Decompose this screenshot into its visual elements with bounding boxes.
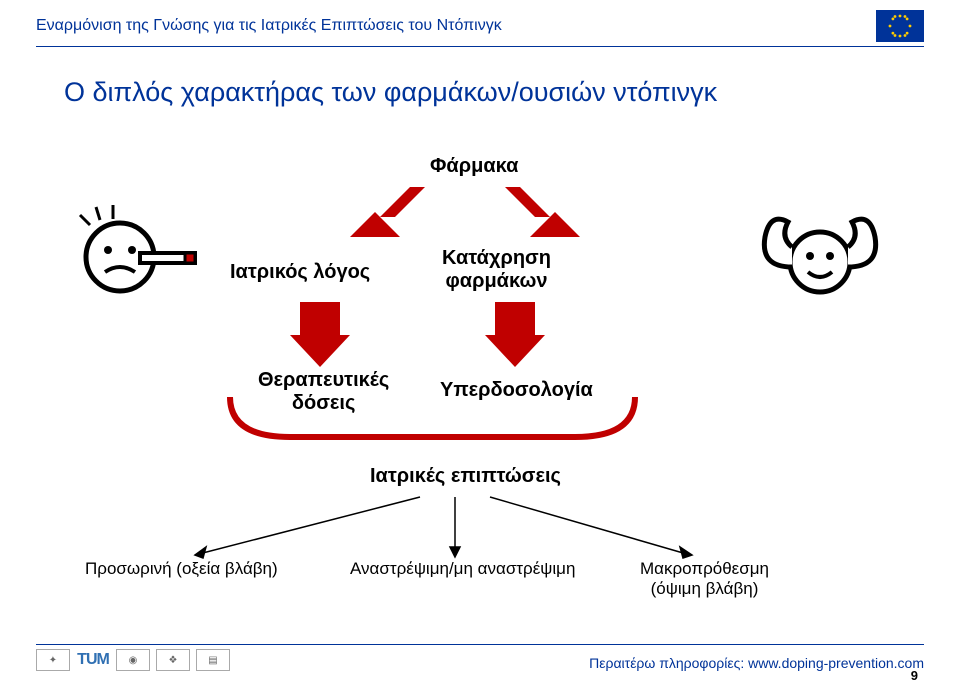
node-yperdosologia: Υπερδοσολογία bbox=[440, 379, 593, 402]
line-to-makro bbox=[490, 497, 690, 555]
content-area: Ο διπλός χαρακτήρας των φαρμάκων/ουσιών … bbox=[0, 47, 960, 607]
line-to-prosorini bbox=[195, 497, 420, 555]
outcome-prosorini: Προσωρινή (οξεία βλάβη) bbox=[85, 559, 278, 579]
footer: ✦ TUM ◉ ❖ ▤ Περαιτέρω πληροφορίες: www.d… bbox=[0, 644, 960, 681]
arrow-pharmaka-right bbox=[500, 187, 580, 237]
arrow-kataxrisi-down bbox=[485, 302, 545, 367]
logo-seal-icon: ◉ bbox=[116, 649, 150, 671]
strong-face-icon bbox=[764, 219, 875, 292]
diagram-flowchart: Φάρμακα Ιατρικός λόγος Κατάχρηση φαρμάκω… bbox=[0, 117, 960, 597]
outcome-makro-l2: (όψιμη βλάβη) bbox=[651, 579, 759, 598]
logo-crest-icon: ✦ bbox=[36, 649, 70, 671]
footer-link: Περαιτέρω πληροφορίες: www.doping-preven… bbox=[589, 655, 924, 671]
sick-face-icon bbox=[80, 205, 195, 291]
logo-col-icon: ❖ bbox=[156, 649, 190, 671]
arrowhead-prosorini bbox=[195, 547, 206, 558]
arrow-pharmaka-left bbox=[350, 187, 430, 237]
node-pharmaka: Φάρμακα bbox=[430, 155, 518, 178]
node-kataxrisi: Κατάχρηση φαρμάκων bbox=[442, 247, 551, 293]
logo-bar-icon: ▤ bbox=[196, 649, 230, 671]
node-therapeutikes-l2: δόσεις bbox=[292, 392, 355, 414]
arrow-iatrikos-down bbox=[290, 302, 350, 367]
header: Εναρμόνιση της Γνώσης για τις Ιατρικές Ε… bbox=[0, 0, 960, 46]
page-title: Ο διπλός χαρακτήρας των φαρμάκων/ουσιών … bbox=[0, 47, 960, 108]
eu-flag-icon bbox=[876, 10, 924, 42]
node-therapeutikes-l1: Θεραπευτικές bbox=[258, 369, 389, 391]
arrowhead-anastrepsimi bbox=[450, 547, 460, 557]
header-title: Εναρμόνιση της Γνώσης για τις Ιατρικές Ε… bbox=[36, 17, 502, 35]
outcome-makro-l1: Μακροπρόθεσμη bbox=[640, 559, 769, 578]
footer-logos: ✦ TUM ◉ ❖ ▤ bbox=[36, 649, 230, 671]
node-kataxrisi-l1: Κατάχρηση bbox=[442, 247, 551, 269]
node-kataxrisi-l2: φαρμάκων bbox=[445, 270, 547, 292]
node-therapeutikes: Θεραπευτικές δόσεις bbox=[258, 369, 389, 415]
logo-tum-icon: TUM bbox=[76, 649, 110, 671]
node-iatrikos-logos: Ιατρικός λόγος bbox=[230, 261, 370, 284]
arrowhead-makro bbox=[680, 547, 692, 558]
node-iatrikes-epiptoseis: Ιατρικές επιπτώσεις bbox=[370, 465, 561, 488]
outcome-makro: Μακροπρόθεσμη (όψιμη βλάβη) bbox=[640, 559, 769, 600]
outcome-anastrepsimi: Αναστρέψιμη/μη αναστρέψιμη bbox=[350, 559, 575, 579]
